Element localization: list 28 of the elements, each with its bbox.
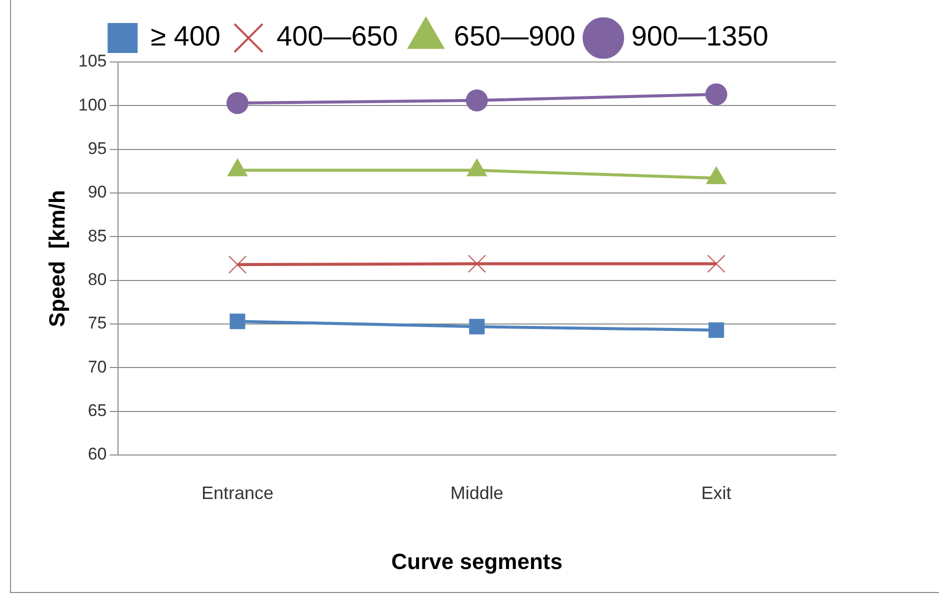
y-tick-label: 95	[88, 139, 107, 158]
legend-label: 650—900	[454, 20, 576, 52]
x-axis-title: Curve segments	[391, 548, 562, 574]
y-tick-label: 90	[88, 182, 107, 202]
legend-label: 900—1350	[631, 20, 768, 52]
point	[226, 92, 248, 114]
legend-label: 400—650	[276, 20, 398, 52]
y-tick-label: 85	[88, 226, 107, 246]
point	[705, 83, 728, 106]
x-tick-label: Middle	[450, 482, 504, 503]
y-axis-title: Speed [km/h	[44, 190, 70, 327]
point	[466, 89, 488, 112]
y-tick-label: 100	[78, 95, 107, 114]
x-tick-label: Entrance	[201, 482, 274, 503]
y-tick-label: 60	[88, 444, 107, 464]
point	[468, 254, 486, 273]
point	[228, 256, 246, 274]
y-tick-label: 70	[88, 357, 107, 376]
y-tick-label: 75	[88, 314, 107, 333]
point	[707, 254, 726, 273]
point	[708, 322, 724, 338]
point	[230, 314, 246, 330]
y-tick-label: 80	[88, 270, 107, 290]
y-tick-label: 65	[88, 401, 107, 420]
point	[469, 318, 485, 334]
y-tick-label: 105	[78, 52, 107, 71]
x-tick-label: Exit	[701, 482, 732, 503]
legend-label: ≥ 400	[150, 20, 221, 52]
